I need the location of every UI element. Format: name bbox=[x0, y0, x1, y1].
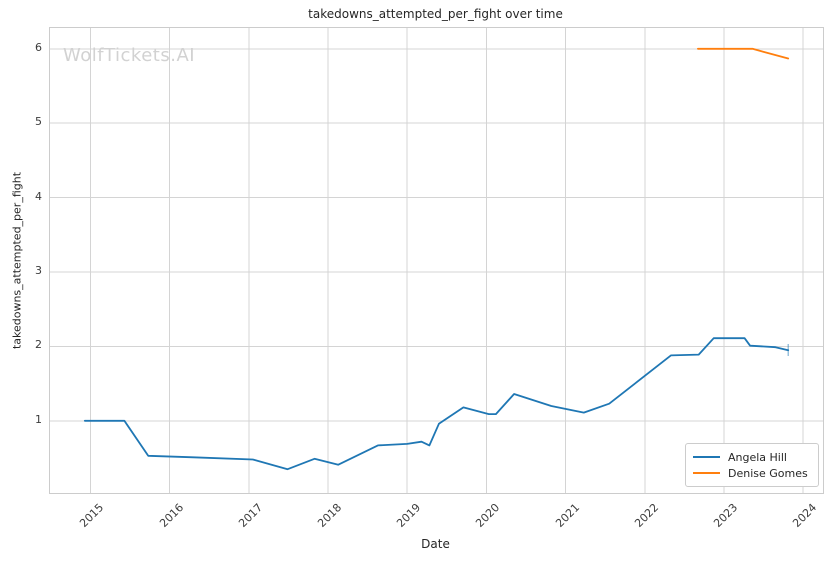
legend: Angela Hill Denise Gomes bbox=[685, 443, 819, 487]
y-tick-label: 3 bbox=[35, 264, 42, 278]
x-tick-label: 2015 bbox=[77, 501, 107, 530]
x-tick-label: 2024 bbox=[790, 501, 820, 530]
x-tick-label: 2023 bbox=[711, 501, 741, 530]
legend-label: Denise Gomes bbox=[728, 466, 808, 480]
chart-canvas bbox=[50, 28, 823, 493]
legend-line-swatch bbox=[693, 456, 720, 458]
legend-label: Angela Hill bbox=[728, 450, 787, 464]
x-tick-label: 2021 bbox=[552, 501, 582, 530]
watermark-text: WolfTickets.AI bbox=[63, 45, 196, 66]
x-tick-label: 2019 bbox=[394, 501, 424, 530]
legend-line-swatch bbox=[693, 472, 720, 474]
y-tick-label: 4 bbox=[35, 189, 42, 203]
x-tick-label: 2022 bbox=[631, 501, 661, 530]
y-tick-label: 6 bbox=[35, 40, 42, 54]
y-tick-label: 2 bbox=[35, 338, 42, 352]
legend-item-angela-hill: Angela Hill bbox=[693, 449, 810, 465]
x-tick-label: 2017 bbox=[235, 501, 265, 530]
x-tick-label: 2018 bbox=[315, 501, 345, 530]
y-tick-label: 1 bbox=[35, 412, 42, 426]
y-tick-label: 5 bbox=[35, 115, 42, 129]
x-tick-label: 2016 bbox=[156, 501, 186, 530]
legend-item-denise-gomes: Denise Gomes bbox=[693, 465, 810, 481]
chart-title: takedowns_attempted_per_fight over time bbox=[308, 7, 563, 21]
line-series-denise-gomes bbox=[697, 47, 790, 60]
line-series-angela-hill bbox=[83, 337, 790, 471]
plot-area bbox=[49, 27, 824, 494]
x-tick-label: 2020 bbox=[473, 501, 503, 530]
x-axis-label: Date bbox=[421, 537, 450, 551]
y-axis-label: takedowns_attempted_per_fight bbox=[10, 171, 24, 350]
